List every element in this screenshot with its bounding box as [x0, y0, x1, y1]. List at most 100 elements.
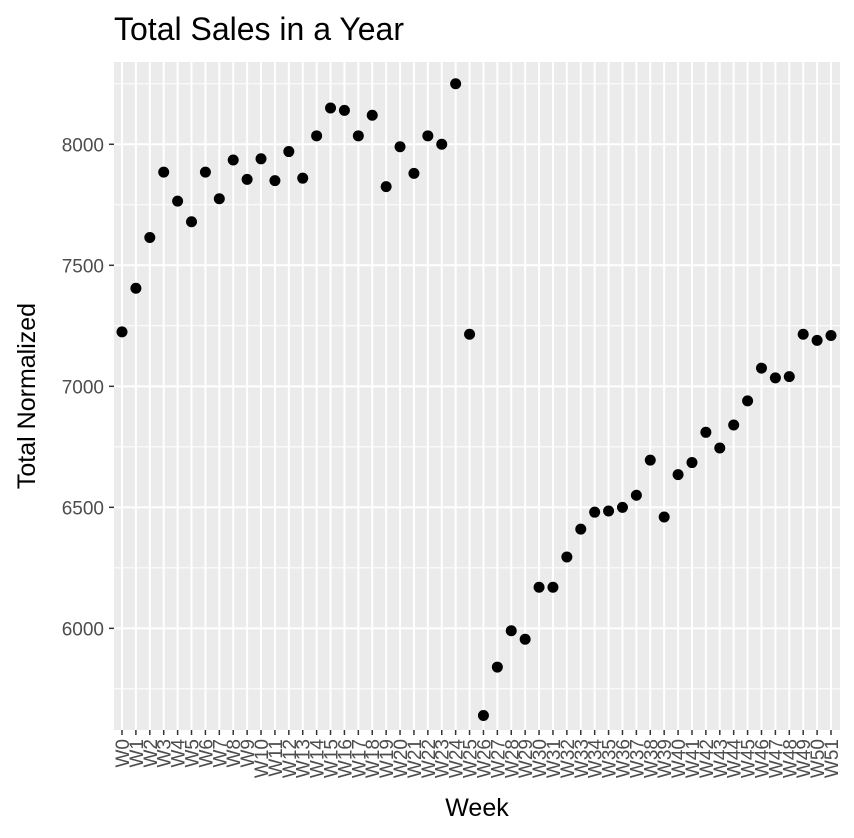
x-tick-label: W14 — [308, 739, 329, 779]
data-point — [547, 581, 559, 593]
data-point — [686, 457, 698, 469]
x-tick-label: W4 — [169, 739, 190, 768]
x-tick-label: W24 — [447, 739, 468, 779]
y-tick-label: 7500 — [62, 256, 104, 277]
x-tick-label: W26 — [474, 739, 495, 778]
data-point — [658, 511, 670, 523]
data-point — [283, 146, 295, 158]
x-tick-label: W44 — [725, 739, 746, 779]
chart-title: Total Sales in a Year — [114, 11, 404, 47]
x-tick-label: W17 — [349, 739, 370, 778]
data-point — [464, 328, 476, 340]
x-tick-label: W33 — [572, 739, 593, 778]
data-point — [700, 426, 712, 438]
data-point — [644, 454, 656, 466]
data-point — [575, 523, 587, 535]
data-point — [380, 181, 392, 193]
x-tick-label: W43 — [711, 739, 732, 778]
x-tick-label: W35 — [600, 739, 621, 778]
data-point — [755, 362, 767, 374]
x-tick-label: W41 — [683, 739, 704, 778]
x-axis: W0W1W2W3W4W5W6W7W8W9W10W11W12W13W14W15W1… — [113, 730, 843, 778]
x-tick-label: W46 — [752, 739, 773, 778]
data-point — [227, 154, 239, 166]
major-gridlines — [114, 62, 840, 730]
data-point — [825, 329, 837, 341]
x-tick-label: W28 — [502, 739, 523, 778]
x-tick-label: W5 — [183, 739, 204, 768]
data-point — [366, 109, 378, 121]
data-point — [255, 153, 267, 165]
x-tick-label: W37 — [627, 739, 648, 778]
data-point — [408, 167, 420, 179]
y-tick-label: 7000 — [62, 377, 104, 398]
data-point — [603, 505, 615, 517]
x-tick-label: W0 — [113, 739, 134, 768]
y-tick-label: 6000 — [62, 619, 104, 640]
data-point — [672, 469, 684, 481]
data-point — [338, 104, 350, 116]
data-point — [269, 175, 281, 187]
data-point — [297, 172, 309, 184]
x-tick-label: W12 — [280, 739, 301, 778]
data-point — [311, 130, 323, 142]
x-tick-label: W42 — [697, 739, 718, 778]
data-point — [144, 231, 156, 243]
x-tick-label: W16 — [335, 739, 356, 778]
data-point — [797, 328, 809, 340]
data-point — [477, 709, 489, 721]
data-point — [394, 141, 406, 153]
data-point — [199, 166, 211, 178]
data-point — [714, 442, 726, 454]
y-tick-label: 6500 — [62, 498, 104, 519]
data-point — [589, 506, 601, 518]
data-point — [436, 138, 448, 150]
data-point — [769, 372, 781, 384]
data-points — [116, 78, 837, 721]
data-point — [519, 633, 531, 645]
x-tick-label: W27 — [488, 739, 509, 778]
x-tick-label: W32 — [558, 739, 579, 778]
x-tick-label: W7 — [210, 739, 231, 768]
x-tick-label: W50 — [808, 739, 829, 778]
x-tick-label: W22 — [419, 739, 440, 778]
x-tick-label: W30 — [530, 739, 551, 778]
x-tick-label: W20 — [391, 739, 412, 778]
x-tick-label: W11 — [266, 739, 287, 777]
x-tick-label: W13 — [294, 739, 315, 778]
x-tick-label: W40 — [669, 739, 690, 778]
data-point — [630, 489, 642, 501]
x-tick-label: W51 — [822, 739, 843, 778]
data-point — [172, 195, 184, 207]
x-tick-label: W1 — [127, 739, 148, 768]
x-tick-label: W18 — [363, 739, 384, 778]
x-tick-label: W3 — [155, 739, 176, 768]
x-tick-label: W38 — [641, 739, 662, 778]
x-tick-label: W45 — [739, 739, 760, 778]
x-tick-label: W29 — [516, 739, 537, 778]
x-tick-label: W10 — [252, 739, 273, 778]
x-tick-label: W23 — [433, 739, 454, 778]
data-point — [158, 166, 170, 178]
x-tick-label: W47 — [766, 739, 787, 778]
data-point — [213, 193, 225, 205]
x-tick-label: W21 — [405, 739, 426, 778]
data-point — [505, 625, 517, 637]
x-tick-label: W36 — [613, 739, 634, 778]
data-point — [116, 326, 128, 338]
data-point — [533, 581, 545, 593]
y-axis-title: Total Normalized — [13, 303, 41, 489]
data-point — [422, 130, 434, 142]
data-point — [616, 501, 628, 513]
x-tick-label: W2 — [141, 739, 162, 768]
data-point — [811, 334, 823, 346]
data-point — [352, 130, 364, 142]
x-tick-label: W31 — [544, 739, 565, 778]
x-tick-label: W49 — [794, 739, 815, 778]
data-point — [325, 102, 337, 114]
data-point — [742, 395, 754, 407]
x-tick-label: W19 — [377, 739, 398, 778]
data-point — [241, 173, 253, 185]
x-tick-label: W48 — [780, 739, 801, 778]
